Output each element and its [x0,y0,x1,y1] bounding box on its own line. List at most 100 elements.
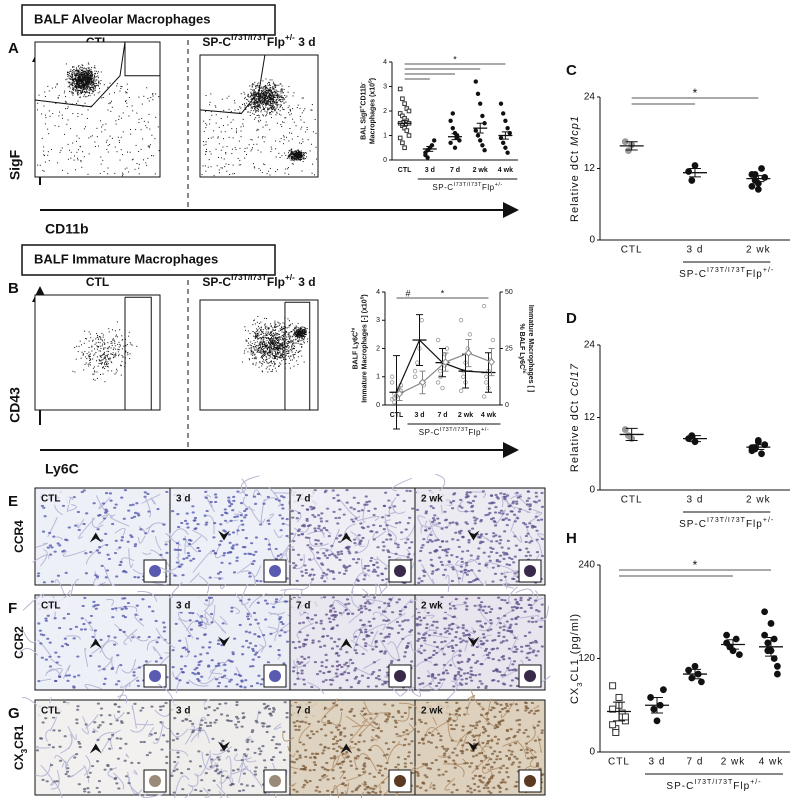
text-part: BAL SigF [360,108,367,140]
event-dot [297,340,299,342]
event-dot [267,95,269,97]
event-dot [252,92,254,94]
nucleus [98,513,102,517]
event-dot [279,347,281,349]
event-dot [279,345,281,347]
nucleus [297,534,301,537]
event-dot [88,84,90,86]
tissue-strand [234,511,243,515]
event-dot [126,167,128,169]
event-dot [254,81,256,83]
event-dot [73,78,75,80]
text-part: Immature Macrophages [ ] [527,305,534,392]
event-dot [267,337,269,339]
event-dot [130,343,132,345]
nucleus [385,578,389,581]
event-dot [267,90,269,92]
event-dot [73,80,75,82]
event-dot [268,81,270,83]
event-dot [287,107,289,109]
event-dot [270,360,272,362]
event-dot [37,164,39,166]
event-dot [274,367,276,369]
event-dot [291,336,293,338]
event-dot [281,348,283,350]
event-dot [44,161,46,163]
error-bar [501,131,509,140]
event-dot [293,339,295,341]
data-point [685,666,692,674]
event-dot [296,330,298,332]
text-part: BALF Ly6C [352,332,359,369]
event-dot [310,109,312,111]
event-dot [297,157,299,159]
event-dot [112,357,114,359]
event-dot [87,74,89,76]
event-dot [303,156,305,158]
event-dot [253,319,255,321]
event-dot [261,351,263,353]
event-dot [257,106,259,108]
event-dot [259,101,261,103]
nucleus [235,556,239,559]
event-dot [255,337,257,339]
event-dot [255,117,257,119]
event-dot [67,119,69,121]
event-dot [245,154,247,156]
event-dot [67,158,69,160]
event-dot [66,78,68,80]
event-dot [275,342,277,344]
event-dot [282,100,284,102]
event-dot [88,137,90,139]
event-dot [270,146,272,148]
event-dot [45,114,47,116]
error-bar [651,696,663,714]
event-dot [98,81,100,83]
event-dot [239,106,241,108]
event-dot [277,90,279,92]
event-dot [273,361,275,363]
event-dot [264,350,266,352]
event-dot [260,97,262,99]
event-dot [272,107,274,109]
event-dot [81,91,83,93]
event-dot [87,74,89,76]
event-dot [100,120,102,122]
event-dot [301,112,303,114]
tissue-strand [215,544,222,559]
event-dot [78,69,80,71]
text-part: I73T/I73T [454,182,483,188]
text-part: SP-C [679,519,707,530]
event-dot [72,79,74,81]
nucleus [313,515,317,519]
event-dot [270,89,272,91]
nucleus [314,542,318,546]
event-dot [254,101,256,103]
event-dot [225,153,227,155]
event-dot [271,363,273,365]
event-dot [256,345,258,347]
event-dot [266,339,268,341]
event-dot [103,357,105,359]
event-dot [102,340,104,342]
event-dot [61,147,63,149]
event-dot [74,85,76,87]
event-dot [70,151,72,153]
event-dot [82,81,84,83]
event-dot [115,354,117,356]
event-dot [301,126,303,128]
event-dot [76,84,78,86]
event-dot [272,339,274,341]
event-dot [278,352,280,354]
event-dot [89,81,91,83]
event-dot [290,113,292,115]
event-dot [79,87,81,89]
event-dot [288,86,290,88]
nucleus [222,554,226,557]
event-dot [298,152,300,154]
data-point [748,182,756,190]
nucleus [365,500,369,504]
event-dot [263,350,265,352]
event-dot [254,107,256,109]
event-dot [287,341,289,343]
